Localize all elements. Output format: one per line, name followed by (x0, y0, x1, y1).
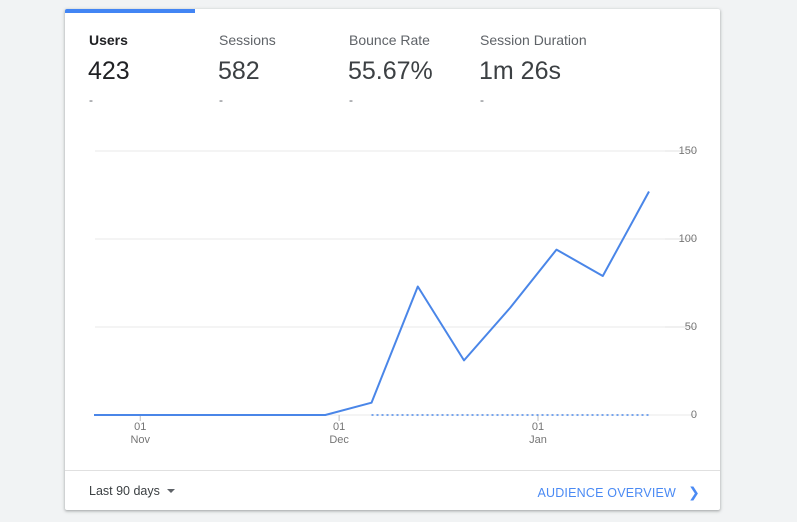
x-tick-day-label: 01 (333, 421, 345, 433)
metric-label: Users (89, 32, 128, 48)
caret-down-icon (166, 489, 175, 493)
metric-delta: - (89, 93, 93, 107)
metric-tabs: Users 423 - Sessions 582 - Bounce Rate 5… (65, 9, 720, 129)
y-axis-ticks: 0 50 100 150 (679, 145, 697, 421)
metric-label: Bounce Rate (349, 32, 430, 48)
users-series-line (94, 191, 650, 416)
metric-delta: - (480, 93, 484, 107)
metric-value: 582 (218, 57, 260, 85)
x-tick-day-label: 01 (134, 421, 146, 433)
audience-overview-label: AUDIENCE OVERVIEW (537, 486, 677, 500)
metric-label: Sessions (219, 32, 276, 48)
date-range-label: Last 90 days (89, 484, 160, 498)
active-tab-indicator (65, 9, 195, 13)
metric-value: 423 (88, 57, 130, 85)
users-overview-card: Users 423 - Sessions 582 - Bounce Rate 5… (65, 9, 720, 510)
y-tick-label: 100 (679, 233, 697, 245)
tab-users[interactable]: Users 423 - (65, 9, 195, 119)
metric-delta: - (349, 93, 353, 107)
chart-grid (95, 150, 697, 416)
tab-session-duration[interactable]: Session Duration 1m 26s - (456, 9, 587, 119)
chart-series (94, 191, 650, 416)
metric-delta: - (219, 93, 223, 107)
audience-overview-link[interactable]: AUDIENCE OVERVIEW ❯ (537, 484, 700, 501)
metric-value: 55.67% (348, 57, 433, 85)
chevron-right-icon: ❯ (688, 484, 700, 500)
metric-value: 1m 26s (479, 57, 561, 85)
tab-bounce-rate[interactable]: Bounce Rate 55.67% - (325, 9, 455, 119)
x-tick-month-label: Jan (529, 434, 547, 446)
date-range-dropdown[interactable]: Last 90 days (89, 484, 175, 498)
metric-label: Session Duration (480, 32, 587, 48)
y-tick-label: 0 (691, 409, 697, 421)
x-tick-month-label: Dec (329, 434, 349, 446)
card-footer: Last 90 days AUDIENCE OVERVIEW ❯ (65, 470, 720, 510)
y-tick-label: 50 (685, 321, 697, 333)
x-tick-day-label: 01 (532, 421, 544, 433)
y-tick-label: 150 (679, 145, 697, 157)
tab-sessions[interactable]: Sessions 582 - (195, 9, 325, 119)
x-tick-month-label: Nov (130, 434, 150, 446)
